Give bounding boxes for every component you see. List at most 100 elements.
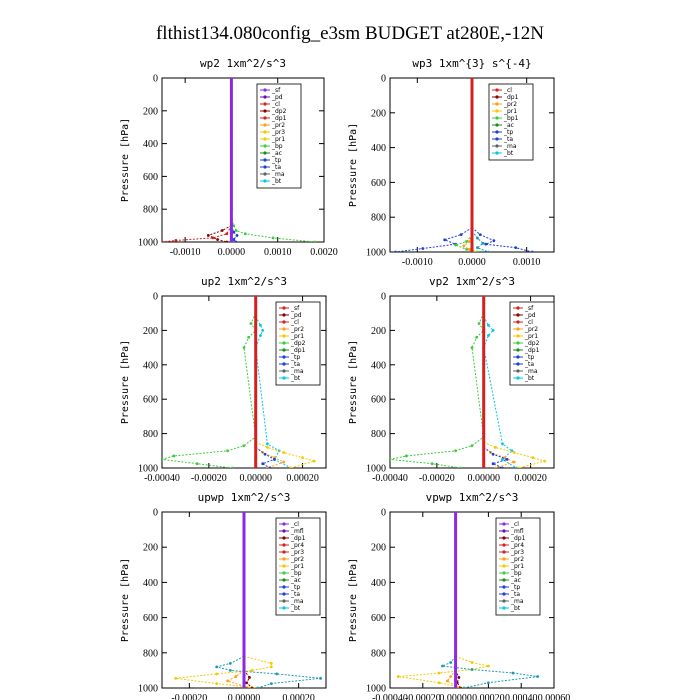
x-tick-label: -0.00040 (372, 693, 408, 700)
series-line-1 (440, 655, 538, 688)
data-point (268, 466, 272, 468)
data-point (470, 146, 474, 150)
data-point (505, 458, 509, 461)
data-point (437, 681, 441, 685)
legend-entry: _ta (290, 361, 300, 368)
data-point (470, 661, 474, 664)
series-line-3 (455, 670, 461, 688)
data-point (232, 230, 236, 234)
data-point (225, 240, 229, 242)
data-point (250, 686, 254, 688)
data-point (312, 459, 316, 463)
legend-entry: _pr1 (510, 563, 524, 570)
legend-marker (502, 543, 506, 547)
legend-entry: _bp (271, 143, 283, 150)
data-point (511, 671, 515, 675)
series-line-2 (446, 670, 460, 688)
x-tick-label: -0.00020 (171, 693, 207, 700)
legend-marker (502, 522, 506, 526)
legend-marker (282, 313, 286, 317)
legend-entry: _ma (290, 368, 304, 375)
data-point (470, 78, 474, 80)
y-axis-label: Pressure [hPa] (120, 558, 131, 642)
series-group (390, 296, 547, 468)
legend-entry: _pr4 (290, 542, 304, 549)
legend-marker (495, 137, 499, 141)
data-point (470, 346, 474, 349)
data-point (459, 686, 462, 688)
data-point (242, 686, 246, 688)
x-tick-label: 0.00020 (282, 693, 315, 700)
legend-marker (263, 172, 267, 176)
legend-entry: _ma (510, 598, 524, 605)
y-tick-label: 1000 (138, 684, 158, 695)
legend-marker (502, 571, 506, 575)
data-point (263, 452, 267, 456)
y-tick-label: 400 (371, 143, 386, 154)
legend-marker (263, 95, 267, 99)
series-line-1 (216, 655, 321, 688)
data-point (458, 466, 462, 468)
data-point (494, 445, 497, 449)
plot-frame (161, 77, 325, 243)
x-tick-label: 0.00020 (286, 473, 319, 484)
y-tick-label: 600 (371, 178, 386, 189)
legend-entry: _ta (524, 361, 534, 368)
legend-marker (502, 585, 506, 589)
data-point (215, 682, 219, 685)
data-point (228, 669, 232, 672)
legend-entry: _tp (290, 584, 300, 591)
legend-marker (495, 144, 499, 148)
data-point (517, 466, 521, 468)
panel-title: wp2 1xm^2/s^3 (200, 57, 286, 70)
legend-entry: _dp1 (290, 347, 306, 354)
data-point (228, 661, 232, 665)
legend: _cl_mfl_dp1_pr4_pr3_pr2_pr1_bp_ac_tp_ta_… (495, 517, 541, 616)
data-point (242, 677, 246, 681)
legend-marker (282, 341, 286, 345)
series-line-3 (483, 446, 516, 468)
legend-marker (516, 341, 520, 345)
legend-marker (495, 95, 499, 99)
data-point (226, 679, 230, 683)
data-point (206, 234, 210, 237)
data-point (269, 661, 273, 665)
legend-marker (502, 536, 506, 540)
legend-box (256, 83, 302, 189)
legend-marker (282, 362, 286, 366)
x-tick-label: -0.00020 (419, 473, 455, 484)
data-point (250, 669, 254, 672)
legend-entry: _pr2 (271, 122, 285, 129)
x-tick-label: 0.00000 (228, 693, 261, 700)
data-point (536, 675, 539, 678)
data-point (473, 250, 477, 252)
legend-entry: _cl (290, 521, 299, 528)
data-point (515, 466, 518, 468)
y-axis-label: Pressure [hPa] (120, 340, 131, 424)
legend-entry: _ac (271, 150, 282, 157)
panel-title: vp2 1xm^2/s^3 (429, 275, 515, 288)
data-point (242, 512, 246, 514)
data-point (475, 335, 479, 339)
legend-marker (282, 564, 286, 568)
data-point (234, 675, 238, 678)
legend-marker (516, 320, 520, 324)
legend-entry: _pr1 (503, 108, 517, 115)
legend-entry: _dp2 (290, 340, 306, 347)
data-point (477, 322, 481, 325)
legend-entry: _ma (503, 143, 517, 150)
data-point (454, 677, 457, 681)
x-tick-label: -0.00040 (144, 473, 180, 484)
legend-marker (263, 88, 267, 92)
data-point (454, 686, 457, 688)
series-line-1 (162, 225, 232, 242)
panel-1: wp2 1xm^2/s^3 0 200 400 600 800 1000 -0.0010 0.0… (120, 57, 338, 258)
data-point (230, 78, 233, 80)
data-point (446, 679, 449, 683)
y-tick-label: 800 (143, 205, 158, 216)
legend-marker (263, 123, 267, 127)
legend-entry: _bp (510, 570, 522, 577)
legend-entry: _tp (290, 354, 300, 361)
figure-title: flthist134.080config_e3sm BUDGET at280E,… (156, 23, 544, 44)
legend-marker (263, 144, 267, 148)
